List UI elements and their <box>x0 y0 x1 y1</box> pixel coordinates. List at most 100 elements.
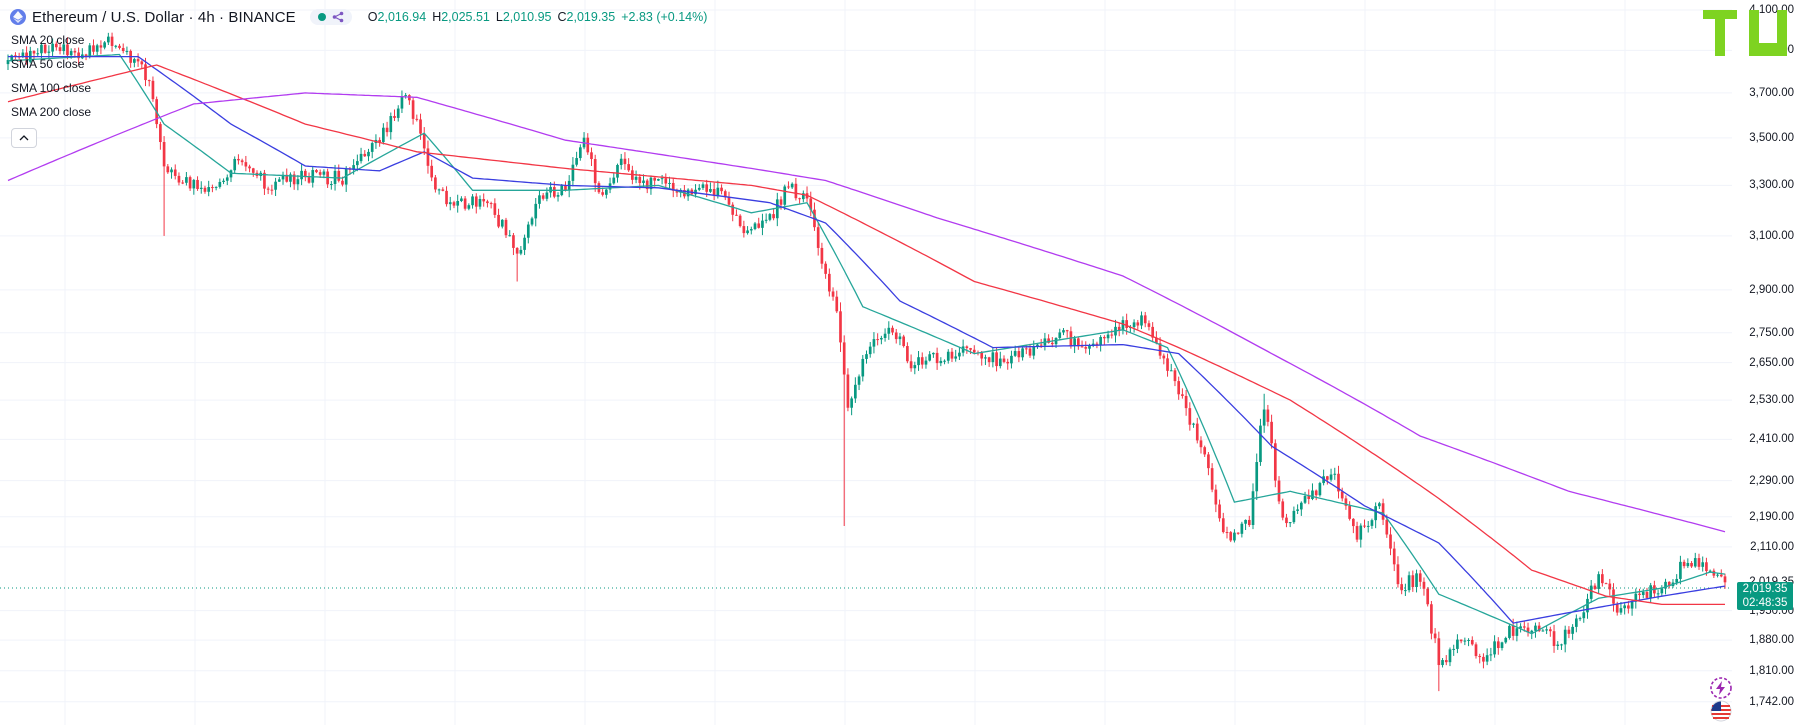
candle-body <box>924 360 928 365</box>
candle <box>1496 637 1500 655</box>
candle-body <box>1099 337 1102 346</box>
candle <box>344 166 348 192</box>
candle <box>1132 319 1136 333</box>
candle <box>946 349 950 364</box>
price-tick-label: 3,100.00 <box>1749 229 1794 242</box>
candle-body <box>307 177 311 183</box>
candle <box>868 341 872 358</box>
candle-body <box>1329 474 1333 480</box>
candle-body <box>1366 525 1370 527</box>
legend-sma-20[interactable]: SMA 20 close <box>11 30 91 54</box>
candle-body <box>545 192 549 199</box>
candle <box>534 197 538 227</box>
candle <box>768 212 772 222</box>
candle <box>612 172 616 185</box>
candle <box>697 184 701 192</box>
candle-body <box>1489 654 1493 656</box>
candle <box>545 187 549 202</box>
open-value: 2,016.94 <box>377 10 427 24</box>
candle-body <box>1675 578 1679 583</box>
market-status[interactable] <box>309 9 352 25</box>
candle <box>1177 376 1181 400</box>
candle <box>541 193 545 201</box>
candle-body <box>367 151 370 157</box>
candle <box>1058 328 1062 340</box>
candle <box>1266 404 1270 427</box>
candle <box>1404 583 1407 596</box>
candle <box>370 141 374 159</box>
candle <box>1277 476 1281 505</box>
candle-body <box>1723 576 1727 583</box>
lightning-icon[interactable] <box>1709 676 1733 700</box>
candle <box>723 189 727 201</box>
candle <box>1641 588 1645 599</box>
legend-sma-200[interactable]: SMA 200 close <box>11 102 91 126</box>
candle-body <box>1545 629 1548 631</box>
candle <box>474 193 478 214</box>
legend-label: SMA 100 close <box>11 81 92 95</box>
legend-sma-50[interactable]: SMA 50 close <box>11 54 91 78</box>
candle-body <box>1701 562 1705 567</box>
candle-body <box>378 139 381 143</box>
candle <box>1318 481 1322 497</box>
candle <box>1649 582 1653 603</box>
candle-body <box>552 187 556 197</box>
candle-body <box>426 148 430 166</box>
candle-body <box>218 181 222 187</box>
candle-body <box>1158 343 1162 356</box>
price-tick-label: 2,190.00 <box>1749 510 1794 523</box>
candle <box>396 105 400 122</box>
candle <box>556 192 560 202</box>
candle <box>1006 358 1010 370</box>
candle-body <box>1404 590 1407 592</box>
candle-body <box>757 223 761 228</box>
candle-body <box>263 172 266 189</box>
candle <box>1389 527 1392 556</box>
candle-body <box>634 176 638 180</box>
candle-body <box>1277 480 1281 502</box>
candle-body <box>627 164 630 171</box>
symbol-title[interactable]: Ethereum / U.S. Dollar · 4h · BINANCE <box>32 8 296 26</box>
candle <box>400 90 404 114</box>
collapse-legend-button[interactable] <box>11 128 37 148</box>
candle-body <box>1299 502 1303 510</box>
candle <box>426 140 430 174</box>
candle <box>486 199 489 208</box>
candle-body <box>1151 326 1155 338</box>
candle <box>140 60 144 69</box>
candle <box>1422 577 1426 596</box>
sma-line <box>7 53 1726 635</box>
candle <box>538 190 541 209</box>
candle-body <box>51 43 54 52</box>
candle-body <box>1667 581 1671 587</box>
candle-body <box>1181 394 1184 396</box>
candle-body <box>1407 575 1411 591</box>
candle <box>1166 353 1169 377</box>
candle-body <box>448 202 452 205</box>
candle <box>1701 556 1705 572</box>
candle <box>95 43 99 57</box>
candle-body <box>1307 496 1311 500</box>
us-flag-icon[interactable] <box>1710 700 1732 722</box>
candle <box>998 351 1002 369</box>
candle <box>623 152 627 170</box>
candle <box>1311 483 1314 501</box>
candle-body <box>1422 581 1426 589</box>
candle-body <box>370 143 374 152</box>
share-icon[interactable] <box>332 11 344 23</box>
candle-body <box>1054 337 1058 345</box>
candle-body <box>1597 574 1600 589</box>
candle-body <box>720 187 723 192</box>
candle <box>393 109 396 122</box>
legend-sma-100[interactable]: SMA 100 close <box>11 78 91 102</box>
candle-body <box>1604 583 1608 585</box>
candle <box>913 361 917 375</box>
candle-body <box>868 346 872 355</box>
sma-line <box>8 55 1726 624</box>
candle <box>757 217 761 229</box>
candle-body <box>1236 532 1240 534</box>
candle-body <box>1660 588 1664 594</box>
candle <box>1485 648 1489 666</box>
candle-body <box>1013 351 1017 356</box>
